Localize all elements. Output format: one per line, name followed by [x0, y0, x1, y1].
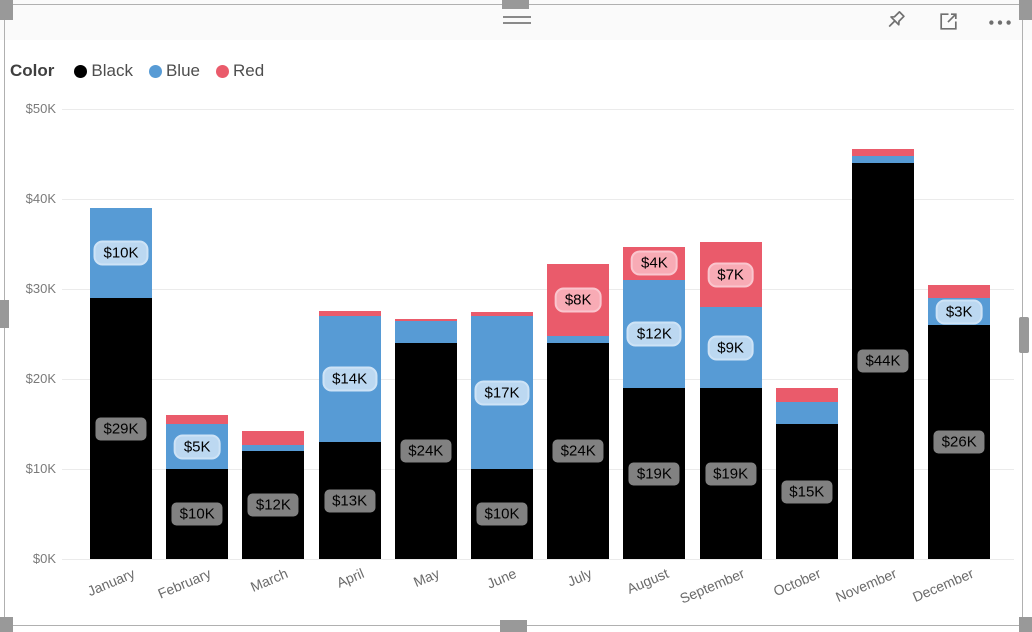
- resize-handle-top-left[interactable]: [0, 0, 13, 20]
- data-label-black-june: $10K: [476, 502, 528, 526]
- focus-mode-icon[interactable]: [934, 7, 962, 35]
- y-axis-tick-label: $20K: [25, 371, 56, 386]
- data-label-black-december: $26K: [933, 430, 985, 454]
- data-label-blue-september: $9K: [707, 335, 754, 360]
- bar-segment-red-april[interactable]: [318, 310, 381, 316]
- data-label-black-september: $19K: [705, 462, 757, 485]
- gridline: [62, 109, 1014, 110]
- x-axis-label-april: April: [333, 565, 366, 591]
- pin-icon[interactable]: [882, 7, 910, 35]
- data-label-black-may: $24K: [400, 439, 452, 463]
- y-axis-tick-label: $30K: [25, 281, 56, 296]
- bar-segment-blue-may[interactable]: [394, 321, 457, 343]
- legend-dot-icon: [74, 64, 88, 78]
- data-label-black-october: $15K: [781, 480, 833, 503]
- bar-segment-red-february[interactable]: [166, 415, 229, 424]
- data-label-black-january: $29K: [95, 417, 147, 440]
- data-label-blue-december: $3K: [935, 299, 983, 324]
- visual-toolbar: [882, 7, 1014, 35]
- resize-handle-bottom-right[interactable]: [1019, 617, 1032, 632]
- bar-segment-blue-october[interactable]: [775, 401, 838, 424]
- chart-legend: Color Black Blue Red: [10, 61, 280, 81]
- x-axis-label-january: January: [85, 565, 138, 600]
- x-axis-label-june: June: [484, 565, 519, 592]
- data-label-red-september: $7K: [707, 262, 754, 288]
- legend-item-label: Blue: [165, 61, 200, 80]
- resize-handle-bottom-center[interactable]: [500, 620, 527, 632]
- x-axis-label-november: November: [833, 565, 900, 605]
- y-axis-tick-label: $0K: [32, 551, 56, 566]
- bar-segment-red-march[interactable]: [242, 431, 305, 445]
- data-label-red-august: $4K: [631, 250, 678, 276]
- drag-handle[interactable]: [503, 16, 531, 28]
- x-axis-label-september: September: [677, 565, 747, 607]
- x-axis-label-december: December: [909, 565, 976, 605]
- data-label-blue-august: $12K: [626, 321, 682, 347]
- gridline: [62, 379, 1014, 380]
- x-axis-label-july: July: [565, 565, 595, 590]
- bar-segment-red-may[interactable]: [394, 319, 457, 322]
- data-label-black-november: $44K: [857, 349, 909, 373]
- bar-segment-red-december[interactable]: [928, 284, 991, 298]
- y-axis-tick-label: $10K: [25, 461, 56, 476]
- legend-item-blue[interactable]: Blue: [148, 61, 200, 81]
- legend-dot-icon: [216, 64, 229, 78]
- data-label-blue-february: $5K: [173, 434, 221, 459]
- data-label-black-march: $12K: [247, 493, 299, 517]
- data-label-black-february: $10K: [171, 502, 223, 526]
- bar-segment-red-june[interactable]: [471, 312, 533, 316]
- gridline: [62, 559, 1014, 560]
- data-label-black-august: $19K: [628, 462, 680, 485]
- bar-segment-red-november[interactable]: [852, 148, 914, 156]
- resize-handle-bottom-left[interactable]: [0, 617, 13, 632]
- legend-item-red[interactable]: Red: [216, 61, 264, 81]
- data-label-blue-june: $17K: [474, 380, 530, 405]
- x-axis-label-march: March: [247, 565, 290, 595]
- legend-title: Color: [10, 61, 55, 80]
- data-label-black-april: $13K: [324, 489, 376, 512]
- legend-item-label: Black: [91, 61, 133, 80]
- resize-handle-right-middle[interactable]: [1019, 317, 1029, 353]
- resize-handle-left-middle[interactable]: [0, 300, 9, 328]
- legend-dot-icon: [148, 64, 162, 78]
- gridline: [62, 199, 1014, 200]
- data-label-blue-january: $10K: [93, 240, 149, 266]
- y-axis-tick-label: $40K: [25, 191, 56, 206]
- gridline: [62, 469, 1014, 470]
- more-options-icon[interactable]: [986, 7, 1014, 35]
- resize-handle-top-center[interactable]: [502, 0, 529, 9]
- legend-item-black[interactable]: Black: [74, 61, 133, 81]
- bar-segment-blue-july[interactable]: [547, 335, 610, 343]
- x-axis-label-february: February: [155, 565, 214, 602]
- data-label-red-july: $8K: [554, 287, 602, 313]
- resize-handle-top-right[interactable]: [1019, 0, 1032, 20]
- x-axis-label-october: October: [770, 565, 824, 600]
- data-label-black-july: $24K: [552, 439, 604, 463]
- x-axis-label-august: August: [624, 565, 671, 597]
- legend-item-label: Red: [233, 61, 265, 80]
- x-axis-label-may: May: [411, 565, 443, 591]
- bar-segment-blue-november[interactable]: [852, 155, 914, 163]
- bar-segment-red-october[interactable]: [775, 388, 838, 402]
- gridline: [62, 289, 1014, 290]
- bar-segment-blue-march[interactable]: [242, 444, 305, 451]
- data-label-blue-april: $14K: [322, 366, 378, 392]
- y-axis-tick-label: $50K: [25, 101, 56, 116]
